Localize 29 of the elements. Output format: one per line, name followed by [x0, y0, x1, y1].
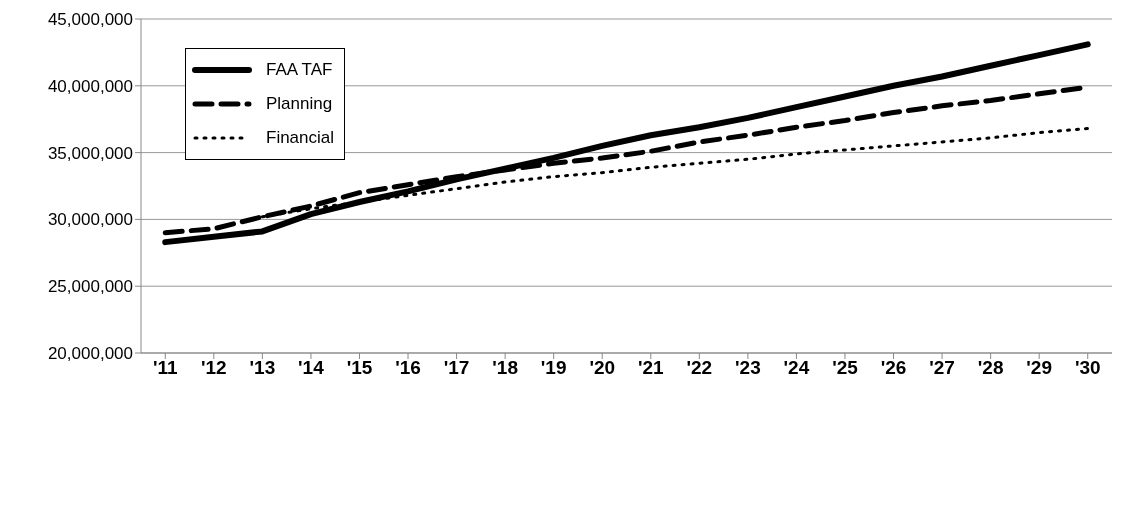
x-tick-label: '20: [589, 357, 616, 379]
x-tick-label: '19: [540, 357, 567, 379]
legend-label: FAA TAF: [266, 60, 333, 80]
x-tick-label: '16: [395, 357, 421, 379]
x-tick-label: '21: [637, 357, 665, 379]
y-tick-label: 45,000,000: [47, 10, 133, 30]
x-tick-label: '11: [152, 357, 179, 379]
y-tick-label: 35,000,000: [47, 143, 133, 163]
x-tick-label: '22: [686, 357, 713, 379]
y-tick-label: 40,000,000: [47, 76, 133, 96]
x-tick-label: '28: [977, 357, 1004, 379]
y-tick-label: 25,000,000: [47, 277, 133, 297]
y-tick-label: 30,000,000: [47, 210, 133, 230]
x-tick-label: '14: [298, 357, 325, 379]
legend-label: Financial: [266, 128, 335, 148]
x-tick-label: '29: [1026, 357, 1052, 379]
x-tick-label: '27: [929, 357, 955, 379]
x-tick-label: '17: [443, 357, 470, 379]
y-tick-label: 20,000,000: [47, 344, 133, 364]
x-tick-label: '30: [1074, 357, 1101, 379]
x-tick-label: '24: [783, 357, 810, 379]
x-tick-label: '13: [249, 357, 276, 379]
x-tick-label: '18: [492, 357, 518, 379]
x-tick-label: '12: [201, 357, 227, 379]
legend-label: Planning: [266, 94, 333, 114]
x-tick-label: '25: [832, 357, 859, 379]
x-tick-label: '15: [346, 357, 373, 379]
x-tick-label: '26: [880, 357, 907, 379]
x-tick-label: '23: [735, 357, 761, 379]
